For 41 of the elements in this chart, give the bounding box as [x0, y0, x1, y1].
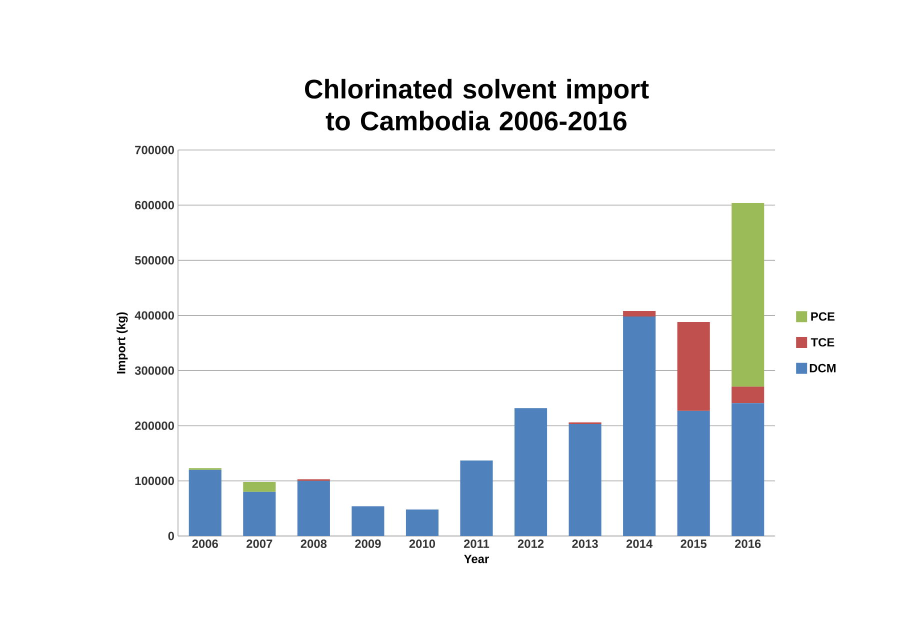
- y-tick-label: 600000: [135, 200, 174, 210]
- y-tick-label: 0: [168, 532, 174, 540]
- x-tick-label: 2013: [572, 540, 598, 548]
- x-tick-label: 2016: [734, 540, 761, 548]
- bar: [732, 386, 764, 404]
- y-tick-label: 100000: [135, 476, 174, 486]
- y-tick-label: 500000: [134, 256, 174, 265]
- legend-label: DCM: [810, 364, 836, 372]
- bar: [568, 424, 602, 536]
- x-tick-label: 2012: [518, 540, 544, 548]
- y-tick-label: 400000: [134, 311, 174, 320]
- x-tick-label: 2010: [409, 540, 436, 548]
- bar: [352, 506, 384, 536]
- bar: [460, 460, 493, 536]
- x-tick-label: 2011: [464, 540, 490, 548]
- x-tick-label: 2007: [246, 540, 272, 548]
- bar: [623, 316, 656, 536]
- x-tick-label: 2014: [626, 540, 653, 548]
- bar: [406, 510, 439, 536]
- bar: [243, 482, 276, 492]
- bar: [297, 480, 330, 536]
- x-tick-label: 2008: [300, 540, 327, 548]
- bar: [514, 408, 548, 536]
- bar: [188, 470, 222, 536]
- y-tick-label: 200000: [135, 421, 174, 430]
- y-tick-label: 700000: [135, 146, 174, 154]
- x-axis-title: Year: [464, 554, 489, 564]
- bar: [677, 410, 710, 536]
- bar: [732, 202, 764, 387]
- x-tick-label: 2006: [192, 540, 218, 548]
- y-axis-title: Import (kg): [116, 312, 128, 374]
- bar: [623, 311, 656, 317]
- bar: [732, 403, 764, 536]
- x-tick-label: 2015: [680, 540, 707, 548]
- y-tick-label: 300000: [134, 366, 174, 375]
- legend-label: PCE: [811, 312, 835, 321]
- bar: [677, 322, 710, 411]
- bar: [243, 492, 276, 536]
- x-tick-label: 2009: [355, 540, 381, 548]
- legend-label: TCE: [810, 338, 834, 347]
- chart-title: Chlorinated solvent import to Cambodia 2006-2016: [305, 78, 649, 131]
